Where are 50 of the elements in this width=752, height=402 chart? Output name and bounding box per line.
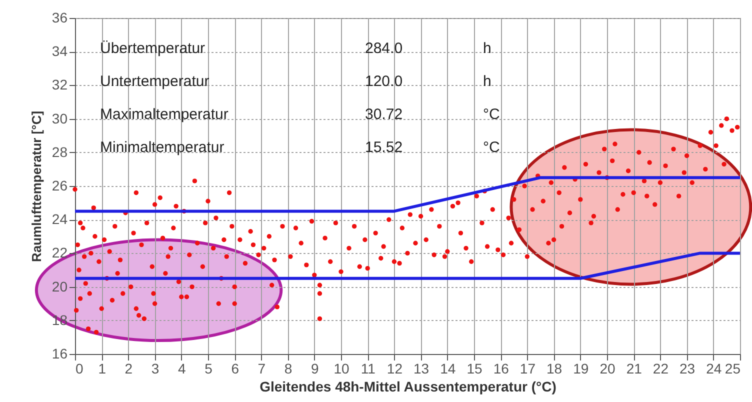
annotation: 120.0 xyxy=(365,73,403,90)
annotation: °C xyxy=(483,106,500,123)
x-tick-label: 8 xyxy=(284,360,292,376)
x-tick-label: 3 xyxy=(151,360,160,376)
annotation: h xyxy=(483,73,492,90)
annotation: 15.52 xyxy=(365,139,403,156)
y-tick-label: 28 xyxy=(52,144,68,160)
x-tick-label: 4 xyxy=(178,360,186,376)
annotation: °C xyxy=(483,139,500,156)
y-tick-label: 34 xyxy=(52,43,68,60)
y-tick-label: 24 xyxy=(52,211,68,228)
x-tick-label: 9 xyxy=(311,360,319,376)
annotation: 30.72 xyxy=(365,106,403,123)
y-tick-label: 30 xyxy=(52,110,68,126)
x-tick-label: 25 xyxy=(724,360,741,376)
annotation: h xyxy=(483,40,492,57)
y-tick-label: 22 xyxy=(52,244,68,261)
x-tick-label: 24 xyxy=(706,360,722,376)
y-tick-label: 26 xyxy=(52,178,68,194)
x-tick-label: 2 xyxy=(124,360,133,376)
y-axis-title: Raumlufttemperatur [°C] xyxy=(28,110,44,262)
annotation: Übertemperatur xyxy=(100,40,206,57)
y-tick-label: 20 xyxy=(52,278,68,294)
x-tick-label: 5 xyxy=(204,360,213,376)
x-tick-label: 14 xyxy=(440,360,456,376)
annotation: Minimaltemperatur xyxy=(100,139,224,156)
x-tick-label: 13 xyxy=(414,360,430,376)
annotation: 284.0 xyxy=(365,40,403,57)
x-tick-label: 12 xyxy=(386,360,403,376)
x-tick-label: 22 xyxy=(652,360,669,376)
x-tick-label: 20 xyxy=(600,360,616,376)
x-tick-label: 18 xyxy=(546,360,562,376)
x-tick-label: 19 xyxy=(573,360,589,376)
x-tick-label: 1 xyxy=(98,360,106,376)
x-axis-title: Gleitendes 48h-Mittel Aussentemperatur (°C) xyxy=(260,378,556,394)
x-tick-label: 10 xyxy=(334,360,350,376)
x-tick-label: 16 xyxy=(493,360,510,376)
x-tick-label: 17 xyxy=(520,360,536,376)
x-tick-label: 23 xyxy=(680,360,696,376)
annotation: Maximaltemperatur xyxy=(100,106,228,123)
y-tick-label: 16 xyxy=(52,346,68,362)
x-tick-label: 15 xyxy=(466,360,482,376)
annotation: Untertemperatur xyxy=(100,73,210,90)
x-tick-label: 0 xyxy=(76,360,84,376)
x-tick-label: 7 xyxy=(258,360,266,376)
x-tick-label: 6 xyxy=(231,360,240,376)
y-tick-label: 36 xyxy=(52,10,68,26)
x-tick-label: 21 xyxy=(626,360,642,376)
y-tick-label: 32 xyxy=(52,76,68,93)
x-tick-label: 11 xyxy=(360,360,376,376)
